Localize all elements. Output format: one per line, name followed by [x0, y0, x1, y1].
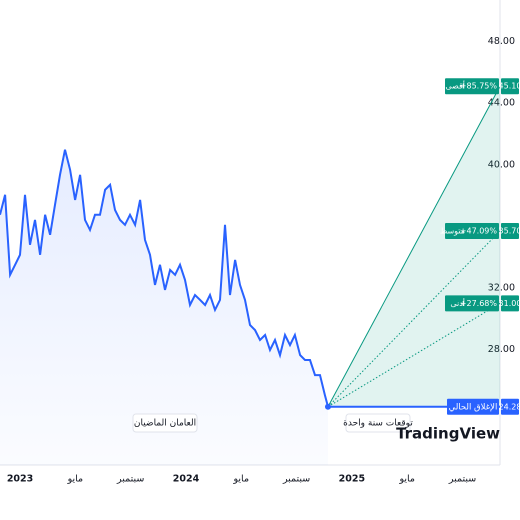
x-tick-label: 2023 [7, 474, 33, 485]
x-tick-label: مايو [398, 474, 415, 485]
period-box [132, 413, 198, 433]
forecast-name: أقصى [445, 81, 465, 91]
y-tick-label: 44.00 [488, 98, 515, 109]
period-text: توقعات سنة واحدة [343, 419, 413, 429]
x-tick-label: مايو [67, 474, 84, 485]
name-box [445, 295, 499, 312]
x-tick-label: 2025 [339, 474, 365, 485]
forecast-name: متوسط [440, 226, 465, 235]
x-tick-label: سبتمبر [116, 474, 144, 485]
y-tick-label: 32.00 [488, 282, 515, 293]
y-tick-label: 28.00 [488, 344, 515, 355]
last-point [324, 403, 331, 410]
value-box [501, 222, 519, 239]
name-box [445, 222, 499, 239]
y-tick-label: 48.00 [488, 36, 515, 47]
period-text: العامان الماضيان [134, 419, 196, 429]
x-tick-label: سبتمبر [282, 474, 310, 485]
x-tick-label: سبتمبر [448, 474, 476, 485]
period-label: العامان الماضيان [132, 413, 198, 433]
value-box [501, 78, 519, 95]
history-area [0, 149, 328, 465]
change-label: +47.09% [460, 226, 498, 235]
period-box [345, 413, 411, 433]
logo: TradingView [396, 425, 500, 443]
change-label: +27.68% [460, 299, 498, 308]
value-box [501, 398, 519, 415]
price-line [0, 149, 329, 408]
forecast-line [327, 85, 501, 408]
value-label: 24.28 [499, 402, 520, 411]
value-label: 45.10 [499, 82, 520, 91]
y-tick-label: 40.00 [488, 159, 515, 170]
forecast-line [327, 230, 501, 408]
name-box [447, 398, 499, 415]
period-label: توقعات سنة واحدة [343, 413, 413, 433]
value-label: 35.70 [499, 226, 520, 235]
forecast-name: الإغلاق الحالي [449, 402, 498, 412]
x-tick-label: 2024 [173, 474, 200, 485]
change-label: +85.75% [460, 82, 498, 91]
name-box [445, 78, 499, 95]
x-tick-label: مايو [233, 474, 250, 485]
forecast-name: أدنى [450, 298, 465, 308]
value-box [501, 295, 519, 312]
value-label: 31.00 [499, 299, 520, 308]
